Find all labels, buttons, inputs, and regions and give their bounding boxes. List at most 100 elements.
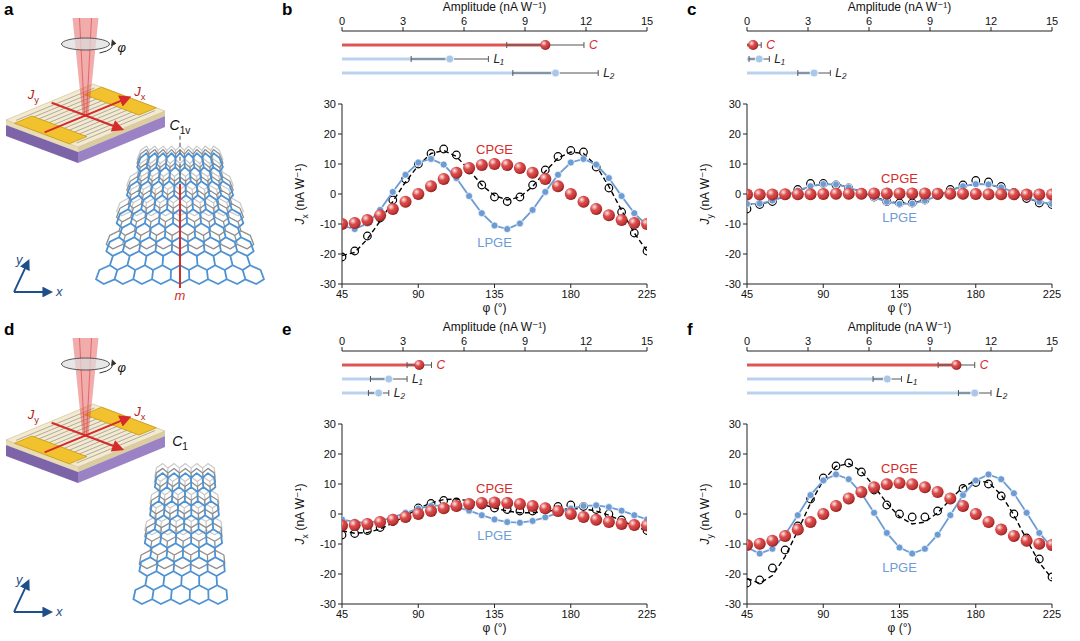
data-point bbox=[478, 181, 486, 189]
tick-label: -20 bbox=[320, 248, 336, 260]
sphere-marker bbox=[995, 524, 1007, 536]
sphere-marker bbox=[450, 167, 462, 179]
sphere-marker bbox=[628, 217, 640, 229]
sphere-shading bbox=[349, 217, 361, 229]
sphere-marker bbox=[374, 516, 386, 528]
sphere-marker bbox=[944, 188, 956, 200]
tick-label: 225 bbox=[1043, 288, 1061, 300]
category-label: L₁ bbox=[412, 372, 423, 386]
tick bbox=[647, 27, 648, 31]
tick bbox=[743, 224, 747, 225]
axis-letter: y bbox=[15, 572, 24, 587]
sphere-marker bbox=[855, 188, 867, 200]
error-cap bbox=[370, 376, 371, 382]
polarizer bbox=[62, 358, 110, 370]
data-point bbox=[985, 181, 992, 188]
axis-title: Jx(nA W⁻¹) bbox=[293, 164, 310, 226]
error-bar bbox=[749, 56, 769, 62]
data-point bbox=[580, 155, 587, 162]
data-point bbox=[631, 512, 638, 519]
sphere-shading bbox=[792, 188, 804, 200]
axis-title: Amplitude (nA W⁻¹) bbox=[443, 320, 547, 334]
sphere-marker bbox=[361, 214, 373, 226]
sphere-marker bbox=[400, 511, 412, 523]
tick-label: 9 bbox=[522, 335, 528, 347]
sphere-shading bbox=[1008, 530, 1020, 542]
sphere-marker bbox=[1021, 535, 1033, 547]
sphere-marker bbox=[1046, 189, 1052, 201]
data-point bbox=[756, 576, 764, 584]
sphere-marker bbox=[387, 514, 399, 526]
data-point bbox=[342, 531, 346, 539]
tick-label: 0 bbox=[330, 188, 336, 200]
tick-label: 90 bbox=[817, 608, 829, 620]
error-cap bbox=[830, 70, 831, 76]
error-bar bbox=[370, 376, 407, 382]
data-point bbox=[402, 171, 409, 178]
data-point bbox=[389, 188, 396, 195]
error-cap bbox=[958, 390, 959, 396]
data-point bbox=[580, 148, 588, 156]
sphere-shading bbox=[616, 518, 628, 530]
tick bbox=[464, 347, 465, 351]
tick bbox=[930, 27, 931, 31]
sphere-shading bbox=[747, 189, 753, 201]
sphere-marker bbox=[489, 497, 501, 509]
tick-label: 12 bbox=[985, 335, 997, 347]
unit: (nA W⁻¹) bbox=[293, 164, 307, 211]
tick-label: 180 bbox=[562, 608, 580, 620]
tick-label: -10 bbox=[320, 538, 336, 550]
error-bar bbox=[873, 376, 901, 382]
sphere-shading bbox=[817, 508, 829, 520]
data-point bbox=[342, 253, 346, 261]
series-label: LPGE bbox=[882, 560, 917, 575]
subscript: 1 bbox=[182, 441, 188, 452]
axis-title: Amplitude (nA W⁻¹) bbox=[848, 0, 952, 14]
data-point bbox=[769, 564, 777, 572]
dot-marker bbox=[375, 389, 383, 397]
sphere-marker bbox=[805, 188, 817, 200]
sphere-shading bbox=[374, 209, 386, 221]
sphere-marker bbox=[983, 516, 995, 528]
subscript: y bbox=[34, 94, 39, 105]
series-line bbox=[747, 464, 1052, 584]
sphere-marker bbox=[747, 189, 753, 201]
current-label: Jy bbox=[27, 87, 40, 105]
tick-label: -10 bbox=[320, 218, 336, 230]
panel-label: c bbox=[687, 0, 696, 19]
sphere-marker bbox=[881, 478, 893, 490]
sphere-shading bbox=[641, 519, 647, 531]
amplitude-chart: bAmplitude (nA W⁻¹)03691215CL₁L₂ bbox=[282, 0, 653, 80]
data-point bbox=[820, 180, 828, 188]
data-point bbox=[542, 514, 549, 521]
sphere-shading bbox=[792, 524, 804, 536]
sphere-shading bbox=[894, 187, 906, 199]
line-chart: -30-20-1001020304590135180225φ (°)Jy(nA … bbox=[698, 418, 1061, 635]
data-point bbox=[542, 166, 550, 174]
axis-title: φ (°) bbox=[888, 301, 912, 315]
sphere-marker bbox=[476, 159, 488, 171]
tick-label: -30 bbox=[320, 598, 336, 610]
tick bbox=[338, 164, 342, 165]
sphere-marker bbox=[489, 158, 501, 170]
tick-label: 9 bbox=[927, 335, 933, 347]
sphere-marker bbox=[792, 524, 804, 536]
data-point bbox=[605, 175, 612, 182]
sphere-marker bbox=[817, 508, 829, 520]
series-label: CPGE bbox=[476, 142, 513, 157]
data-point bbox=[605, 504, 612, 511]
series-line bbox=[342, 151, 647, 256]
data-point bbox=[491, 222, 498, 229]
axis-line bbox=[747, 31, 1052, 32]
panel-label: a bbox=[4, 0, 14, 19]
sphere-marker bbox=[514, 498, 526, 510]
data-point bbox=[440, 145, 448, 153]
error-bar bbox=[368, 390, 388, 396]
data-point bbox=[605, 184, 613, 192]
sphere-marker bbox=[957, 500, 969, 512]
data-point bbox=[845, 459, 853, 467]
sphere-marker bbox=[412, 188, 424, 200]
subscript: y bbox=[705, 213, 715, 218]
sphere-shading bbox=[476, 159, 488, 171]
error-cap bbox=[938, 362, 939, 368]
